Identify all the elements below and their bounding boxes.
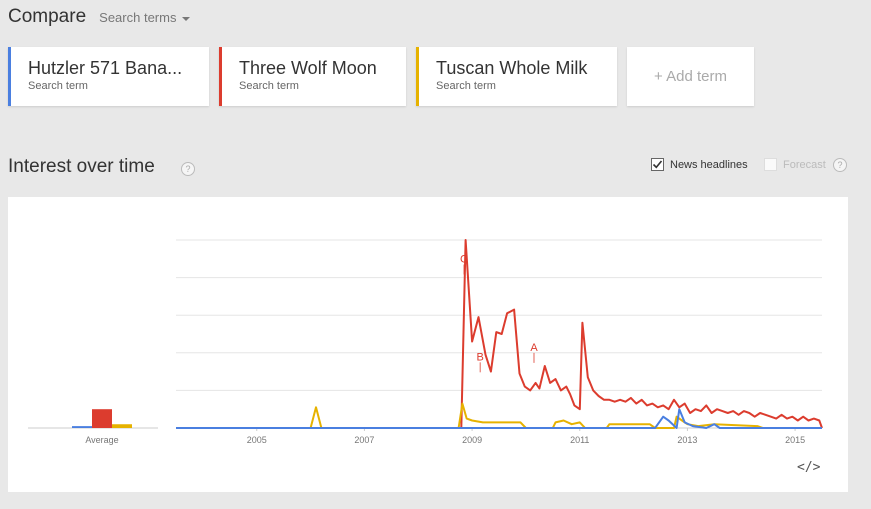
- forecast-label: Forecast: [783, 158, 826, 171]
- term-name: Tuscan Whole Milk: [436, 58, 588, 78]
- x-tick-label: 2007: [354, 435, 374, 445]
- search-terms-dropdown[interactable]: Search terms: [99, 10, 191, 25]
- news-headlines-checkbox[interactable]: [651, 158, 664, 171]
- x-tick-label: 2015: [785, 435, 805, 445]
- search-terms-label: Search terms: [99, 10, 177, 25]
- term-sub: Search term: [28, 80, 88, 92]
- term-name: Hutzler 571 Bana...: [28, 58, 183, 78]
- compare-header: Compare Search terms: [8, 6, 191, 28]
- average-label: Average: [85, 435, 118, 445]
- term-color-bar: [8, 47, 11, 106]
- forecast-help-icon[interactable]: ?: [833, 158, 847, 172]
- series-line: [176, 402, 822, 429]
- news-headlines-label: News headlines: [670, 158, 748, 171]
- interest-chart: Average 2005 2007 2009 2011 2013 2015 C B A: [28, 239, 823, 445]
- x-tick-label: 2013: [677, 435, 697, 445]
- x-tick-label: 2005: [247, 435, 267, 445]
- interest-over-time-title: Interest over time: [8, 156, 155, 177]
- series-line: [176, 408, 822, 429]
- checkmark-icon: [652, 160, 663, 169]
- x-tick-label: 2009: [462, 435, 482, 445]
- news-headlines-toggle[interactable]: News headlines: [651, 158, 748, 171]
- term-color-bar: [416, 47, 419, 106]
- term-name: Three Wolf Moon: [239, 58, 377, 78]
- average-bar: [72, 426, 92, 428]
- interest-chart-panel: Average 2005 2007 2009 2011 2013 2015 C B A </>: [8, 197, 848, 492]
- term-card-hutzler[interactable]: Hutzler 571 Bana... Search term: [8, 47, 209, 106]
- embed-code-icon[interactable]: </>: [797, 460, 821, 475]
- average-bar: [112, 424, 132, 428]
- forecast-toggle: Forecast: [764, 158, 826, 171]
- forecast-checkbox: [764, 158, 777, 171]
- caret-down-icon: [182, 16, 191, 21]
- term-sub: Search term: [239, 80, 299, 92]
- news-annotation-label: C: [460, 254, 468, 266]
- news-annotation-label: A: [530, 342, 538, 354]
- term-card-three-wolf-moon[interactable]: Three Wolf Moon Search term: [219, 47, 406, 106]
- help-icon[interactable]: ?: [181, 162, 195, 176]
- term-color-bar: [219, 47, 222, 106]
- average-bar: [92, 409, 112, 428]
- news-annotation-label: B: [476, 351, 483, 363]
- add-term-button[interactable]: + Add term: [627, 47, 754, 106]
- x-tick-label: 2011: [570, 435, 589, 445]
- compare-title: Compare: [8, 6, 87, 27]
- series-line: [176, 239, 823, 429]
- term-sub: Search term: [436, 80, 496, 92]
- term-card-tuscan-whole-milk[interactable]: Tuscan Whole Milk Search term: [416, 47, 617, 106]
